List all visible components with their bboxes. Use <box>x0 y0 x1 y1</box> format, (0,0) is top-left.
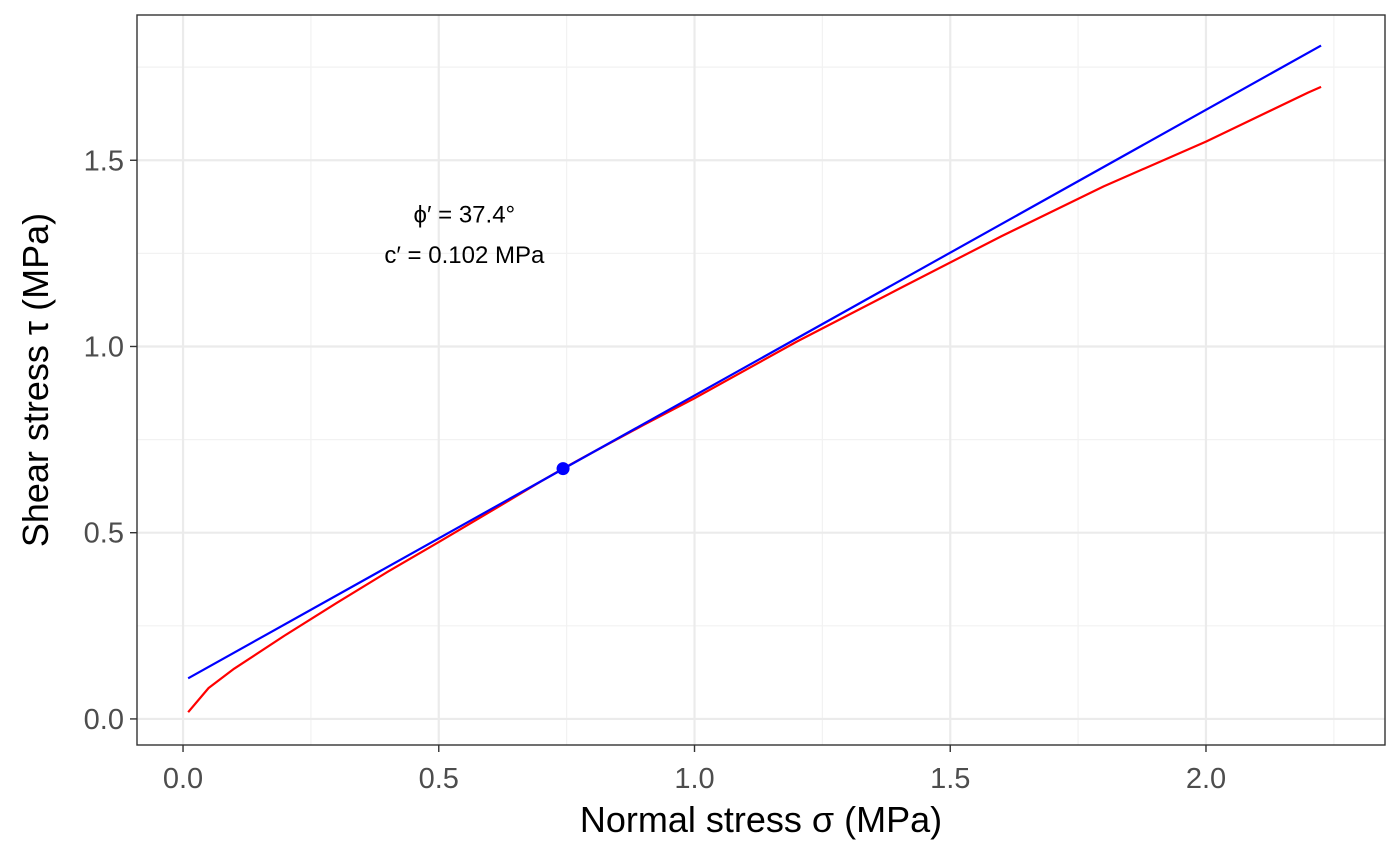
y-tick-label: 0.0 <box>84 704 124 736</box>
x-tick-label: 0.0 <box>163 763 203 795</box>
annotation-label: ϕ′ = 37.4° <box>414 201 516 228</box>
series-layer <box>187 44 1322 713</box>
x-tick-label: 2.0 <box>1186 763 1226 795</box>
x-axis-tick-labels: 0.0 0.5 1.0 1.5 2.0 <box>163 763 1226 795</box>
plot-panel-border <box>136 14 1386 746</box>
y-tick-label: 1.5 <box>84 145 124 177</box>
y-tick-label: 0.5 <box>84 518 124 550</box>
y-tick-label: 1.0 <box>84 331 124 363</box>
major-gridlines <box>137 15 1385 745</box>
y-axis-tick-labels: 0.0 0.5 1.0 1.5 <box>84 145 124 736</box>
x-tick-label: 1.5 <box>930 763 970 795</box>
x-tick-label: 1.0 <box>674 763 714 795</box>
x-axis-title: Normal stress σ (MPa) <box>580 799 942 840</box>
y-axis-title: Shear stress τ (MPa) <box>15 213 56 547</box>
x-tick-label: 0.5 <box>419 763 459 795</box>
minor-gridlines <box>137 15 1385 745</box>
data-point <box>556 462 570 476</box>
annotations: ϕ′ = 37.4° c′ = 0.102 MPa <box>384 201 545 269</box>
points-layer <box>556 462 570 476</box>
series-line-2 <box>187 44 1322 680</box>
annotation-label: c′ = 0.102 MPa <box>384 242 545 269</box>
axis-ticks <box>130 159 1207 752</box>
series-line-1 <box>187 85 1322 713</box>
